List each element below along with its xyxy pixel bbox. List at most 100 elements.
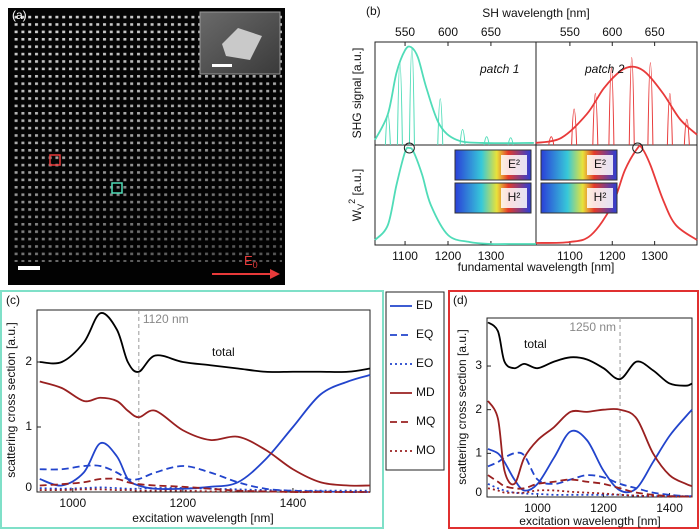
legend-label: EQ (416, 327, 433, 341)
x-tick-label: 600 (438, 25, 458, 39)
series-line (487, 451, 693, 498)
field-map-label-bg (501, 155, 527, 175)
x-tick-label: 1000 (524, 501, 551, 515)
x-tick-label: 1400 (656, 501, 683, 515)
x-tick-label: 550 (395, 25, 415, 39)
reference-label: 1250 nm (569, 320, 616, 334)
peak-marker (632, 142, 644, 154)
x-tick-label: 1200 (435, 249, 462, 263)
legend (385, 291, 445, 471)
series-line (535, 65, 698, 144)
annotation: total (212, 345, 235, 359)
x-tick-label: 650 (645, 25, 665, 39)
spike (571, 108, 578, 146)
spike (507, 137, 514, 146)
y-tick-label: 1 (475, 446, 482, 460)
spike (628, 56, 635, 146)
reference-label: 1120 nm (143, 312, 189, 326)
x-axis-label: fundamental wavelength [nm] (458, 260, 615, 274)
x-tick-label: 1100 (557, 249, 583, 263)
y-label-unit: [a.u.] (350, 169, 364, 199)
annotation: patch 2 (584, 62, 625, 76)
annotation: total (524, 337, 547, 351)
patch-2-marker (111, 182, 123, 194)
spike (483, 136, 490, 146)
panel-d-frame (448, 290, 699, 529)
x-axis-label: excitation wavelength [nm] (132, 511, 273, 525)
field-map-label: H² (594, 190, 607, 204)
legend-label: MD (416, 385, 435, 399)
field-symbol: E (244, 253, 253, 268)
series-line (39, 312, 371, 373)
spike (459, 129, 466, 146)
y-label-main: W (350, 209, 364, 221)
spike (548, 136, 555, 146)
spike (647, 62, 654, 146)
x-tick-label: 550 (560, 25, 580, 39)
y-tick-label: 3 (475, 358, 482, 372)
y-label-sup: 2 (347, 199, 357, 204)
series-line (374, 146, 536, 246)
series-line (39, 380, 371, 487)
spike (592, 93, 599, 146)
series-line (487, 409, 693, 494)
field-label: E0 (244, 253, 258, 270)
annotation: patch 1 (479, 62, 519, 76)
y-axis-label: scattering cross section [a.u.] (455, 329, 469, 484)
inset-scale-bar (212, 64, 232, 67)
patch-1-marker (49, 154, 61, 166)
spike (666, 93, 673, 146)
x-axis-label: SH wavelength [nm] (482, 6, 589, 20)
y-tick-label: 1 (25, 419, 32, 433)
series-line (487, 400, 693, 487)
x-tick-label: 0 (25, 480, 32, 494)
x-tick-label: 1300 (641, 249, 668, 263)
legend-label: EO (416, 356, 433, 370)
y-axis-label: WV2 [a.u.] (347, 169, 366, 221)
field-map-label: E² (594, 157, 606, 171)
legend-label: MQ (416, 414, 435, 428)
panel-label: (c) (6, 293, 20, 307)
sem-image: (a) E0 (8, 8, 285, 285)
spike (396, 62, 403, 146)
field-subscript: 0 (253, 260, 258, 270)
spike (384, 113, 391, 146)
field-map-label-bg (587, 188, 613, 208)
x-tick-label: 1200 (590, 501, 617, 515)
series-line (39, 374, 371, 490)
x-tick-label: 1100 (392, 249, 418, 263)
x-tick-label: 600 (602, 25, 622, 39)
field-map-label: H² (508, 190, 521, 204)
series-line (39, 477, 370, 493)
plot-frame (486, 317, 693, 498)
spike (408, 46, 415, 146)
field-map-label-bg (587, 155, 613, 175)
plot-frame (36, 309, 371, 493)
field-map-label: E² (508, 157, 520, 171)
panel-label: (b) (366, 4, 381, 18)
y-tick-label: 2 (25, 354, 32, 368)
field-arrow-head (270, 269, 280, 279)
x-axis-label: excitation wavelength [nm] (519, 514, 660, 528)
x-tick-label: 1400 (280, 496, 307, 510)
scale-bar (18, 266, 40, 270)
panel-label: (a) (12, 8, 27, 22)
series-line (487, 321, 693, 387)
x-tick-label: 1200 (170, 496, 197, 510)
x-tick-label: 1000 (59, 496, 86, 510)
y-axis-label: scattering cross section [a.u.] (4, 322, 18, 477)
legend-label: MO (416, 443, 435, 457)
x-tick-label: 1200 (599, 249, 626, 263)
peak-marker (403, 142, 415, 154)
series-line (374, 45, 534, 145)
field-map-label-bg (501, 188, 527, 208)
spike (437, 98, 444, 146)
panel-c-frame (0, 290, 384, 529)
spike (608, 67, 615, 146)
x-tick-label: 0 (475, 485, 482, 499)
sem-inset (199, 11, 281, 75)
series-line (487, 474, 693, 498)
series-line (487, 487, 692, 498)
y-tick-label: 2 (475, 402, 482, 416)
